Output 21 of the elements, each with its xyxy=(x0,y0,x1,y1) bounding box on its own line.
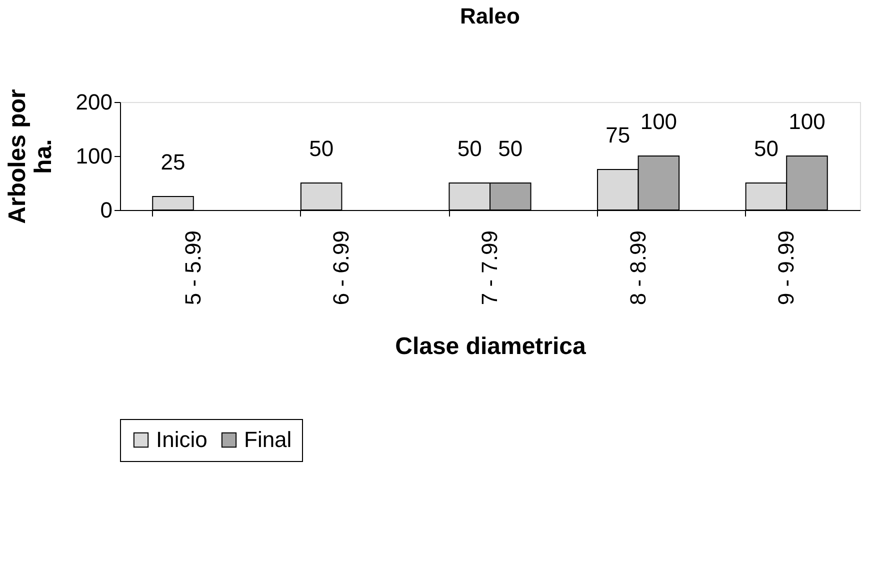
y-axis-title: Arboles por ha. xyxy=(4,89,57,224)
data-label: 50 xyxy=(309,136,334,161)
x-axis-title: Clase diametrica xyxy=(395,333,587,360)
x-tick-label: 8 - 8.99 xyxy=(625,230,650,306)
data-label: 100 xyxy=(788,109,826,134)
x-tick-label: 9 - 9.99 xyxy=(774,230,799,306)
data-label: 50 xyxy=(498,136,523,161)
data-label: 50 xyxy=(457,136,482,161)
data-label: 75 xyxy=(606,122,630,148)
x-tick-label: 6 - 6.99 xyxy=(328,230,354,306)
y-tick-label: 200 xyxy=(76,90,112,114)
data-label: 50 xyxy=(754,136,778,161)
legend-label: Final xyxy=(244,427,292,452)
y-tick-label: 0 xyxy=(100,198,112,222)
legend-label: Inicio xyxy=(156,427,208,452)
x-tick-label: 7 - 7.99 xyxy=(477,230,502,306)
data-label: 100 xyxy=(640,109,678,134)
data-label: 25 xyxy=(160,150,186,174)
chart-title: Raleo xyxy=(460,4,520,29)
x-tick-label: 5 - 5.99 xyxy=(180,230,206,306)
y-tick-label: 100 xyxy=(76,144,112,168)
